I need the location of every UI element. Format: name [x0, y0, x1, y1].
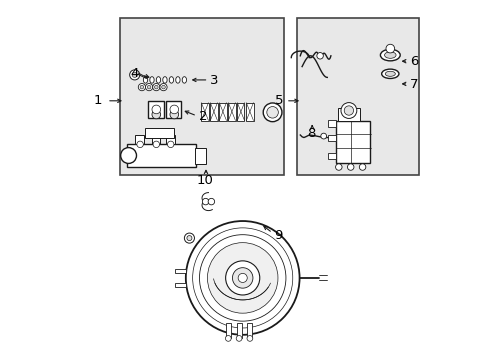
- Circle shape: [184, 233, 194, 243]
- Circle shape: [344, 106, 353, 115]
- Circle shape: [147, 85, 151, 89]
- Bar: [210, 103, 217, 121]
- Bar: [228, 103, 235, 121]
- Text: 5: 5: [274, 94, 283, 107]
- Circle shape: [263, 103, 282, 122]
- Circle shape: [167, 141, 174, 148]
- Text: 1: 1: [93, 94, 102, 107]
- Bar: [328, 120, 336, 127]
- Bar: [247, 323, 252, 338]
- Circle shape: [207, 243, 277, 313]
- Ellipse shape: [182, 77, 186, 83]
- Circle shape: [140, 85, 143, 89]
- Text: 2: 2: [199, 111, 207, 123]
- Circle shape: [266, 107, 278, 118]
- Ellipse shape: [149, 77, 154, 83]
- Circle shape: [138, 84, 145, 91]
- Bar: [328, 153, 336, 159]
- Circle shape: [152, 84, 160, 91]
- Circle shape: [236, 336, 242, 341]
- Bar: [328, 135, 336, 141]
- Bar: [225, 323, 230, 338]
- Bar: [336, 121, 370, 163]
- Circle shape: [152, 105, 160, 114]
- Ellipse shape: [175, 77, 180, 83]
- Bar: [135, 135, 144, 144]
- Circle shape: [121, 148, 136, 163]
- Text: 6: 6: [409, 55, 418, 68]
- Bar: [145, 128, 174, 138]
- Circle shape: [225, 336, 231, 341]
- Bar: [175, 269, 185, 273]
- Circle shape: [185, 221, 299, 335]
- Circle shape: [170, 110, 178, 119]
- Bar: [148, 101, 163, 118]
- Bar: [151, 135, 160, 144]
- Circle shape: [199, 235, 285, 321]
- Circle shape: [385, 44, 394, 53]
- Circle shape: [153, 141, 159, 148]
- Circle shape: [238, 273, 247, 283]
- Circle shape: [347, 164, 353, 170]
- Text: 4: 4: [130, 67, 139, 80]
- Ellipse shape: [169, 77, 173, 83]
- Circle shape: [246, 336, 252, 341]
- Text: 3: 3: [209, 75, 218, 87]
- Circle shape: [132, 72, 137, 77]
- Circle shape: [359, 164, 365, 170]
- Circle shape: [340, 103, 356, 118]
- Bar: [120, 18, 284, 175]
- Circle shape: [186, 235, 192, 240]
- Bar: [166, 101, 181, 118]
- Bar: [219, 103, 226, 121]
- Ellipse shape: [143, 77, 147, 83]
- Ellipse shape: [385, 71, 394, 76]
- Ellipse shape: [384, 52, 395, 58]
- Ellipse shape: [380, 49, 399, 61]
- Text: 10: 10: [196, 174, 213, 187]
- Text: 8: 8: [306, 127, 315, 140]
- Circle shape: [152, 110, 160, 119]
- Bar: [166, 135, 174, 144]
- Circle shape: [145, 84, 152, 91]
- Bar: [201, 103, 208, 121]
- Circle shape: [162, 85, 165, 89]
- Circle shape: [129, 70, 140, 80]
- Text: 7: 7: [409, 78, 418, 91]
- Ellipse shape: [163, 77, 167, 83]
- Circle shape: [154, 85, 158, 89]
- Circle shape: [225, 261, 259, 295]
- Text: 9: 9: [274, 229, 283, 242]
- Bar: [175, 283, 185, 287]
- Bar: [337, 108, 359, 121]
- Circle shape: [137, 141, 143, 148]
- Circle shape: [202, 198, 208, 205]
- Ellipse shape: [381, 69, 398, 78]
- Bar: [237, 103, 244, 121]
- Circle shape: [335, 164, 342, 170]
- Circle shape: [160, 84, 167, 91]
- Bar: [246, 103, 253, 121]
- Circle shape: [320, 133, 326, 139]
- Circle shape: [316, 53, 323, 59]
- Circle shape: [232, 268, 252, 288]
- Ellipse shape: [156, 77, 160, 83]
- Circle shape: [170, 105, 178, 114]
- Bar: [127, 144, 196, 167]
- Circle shape: [208, 198, 214, 205]
- Bar: [194, 148, 205, 164]
- Bar: [236, 323, 241, 338]
- Bar: [296, 18, 418, 175]
